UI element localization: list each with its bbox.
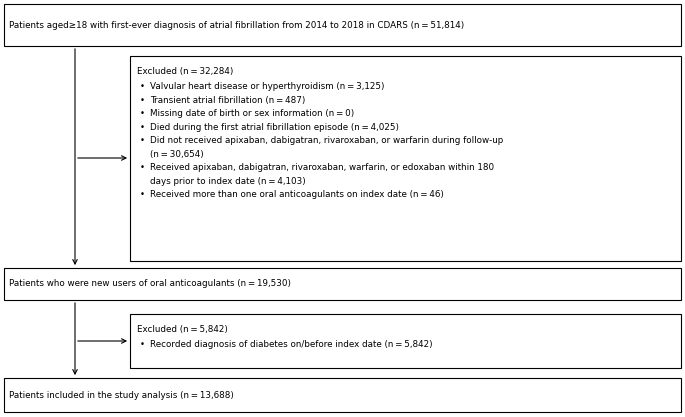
Text: Excluded (n = 32,284): Excluded (n = 32,284)	[137, 67, 234, 76]
Text: •: •	[140, 95, 145, 105]
Text: •: •	[140, 136, 145, 145]
Text: days prior to index date (n = 4,103): days prior to index date (n = 4,103)	[150, 176, 306, 186]
Text: Excluded (n = 5,842): Excluded (n = 5,842)	[137, 325, 228, 334]
Text: •: •	[140, 340, 145, 349]
Text: •: •	[140, 82, 145, 91]
Text: Valvular heart disease or hyperthyroidism (n = 3,125): Valvular heart disease or hyperthyroidis…	[150, 82, 384, 91]
Text: Received apixaban, dabigatran, rivaroxaban, warfarin, or edoxaban within 180: Received apixaban, dabigatran, rivaroxab…	[150, 163, 494, 172]
Text: Recorded diagnosis of diabetes on/before index date (n = 5,842): Recorded diagnosis of diabetes on/before…	[150, 340, 433, 349]
Text: Died during the first atrial fibrillation episode (n = 4,025): Died during the first atrial fibrillatio…	[150, 123, 399, 131]
Bar	[130, 56, 681, 261]
Bar	[4, 378, 681, 412]
Text: •: •	[140, 123, 145, 131]
Text: •: •	[140, 163, 145, 172]
Text: (n = 30,654): (n = 30,654)	[150, 150, 203, 158]
Text: Transient atrial fibrillation (n = 487): Transient atrial fibrillation (n = 487)	[150, 95, 306, 105]
Text: Patients included in the study analysis (n = 13,688): Patients included in the study analysis …	[9, 390, 234, 399]
Text: Received more than one oral anticoagulants on index date (n = 46): Received more than one oral anticoagulan…	[150, 190, 444, 199]
Bar	[4, 4, 681, 46]
Text: Patients aged≥18 with first-ever diagnosis of atrial fibrillation from 2014 to 2: Patients aged≥18 with first-ever diagnos…	[9, 20, 464, 30]
Bar	[130, 314, 681, 368]
Text: Did not received apixaban, dabigatran, rivaroxaban, or warfarin during follow-up: Did not received apixaban, dabigatran, r…	[150, 136, 503, 145]
Text: •: •	[140, 190, 145, 199]
Text: Missing date of birth or sex information (n = 0): Missing date of birth or sex information…	[150, 109, 354, 118]
Text: Patients who were new users of oral anticoagulants (n = 19,530): Patients who were new users of oral anti…	[9, 279, 291, 289]
Bar	[4, 268, 681, 300]
Text: •: •	[140, 109, 145, 118]
